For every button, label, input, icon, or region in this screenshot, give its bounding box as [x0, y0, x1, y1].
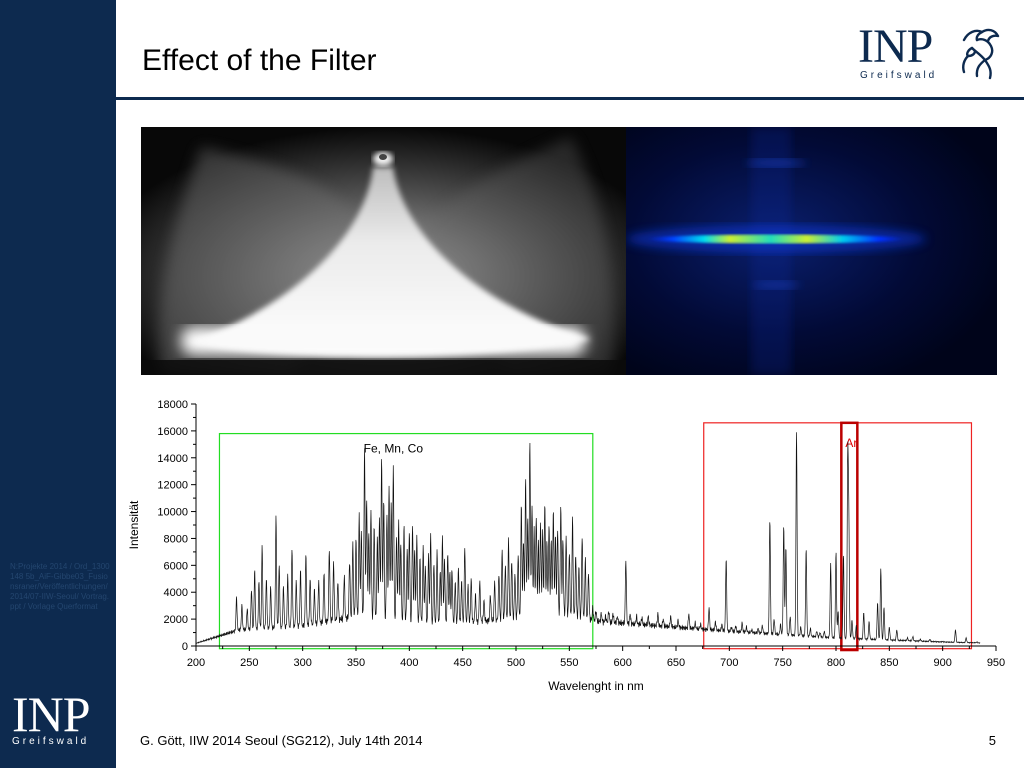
y-tick-label: 18000 [157, 399, 188, 411]
y-tick-label: 10000 [157, 507, 188, 519]
x-tick-label: 500 [507, 657, 525, 669]
y-axis-label: Intensität [127, 500, 141, 549]
x-tick-label: 900 [933, 657, 951, 669]
arc-photo [141, 127, 626, 375]
x-tick-label: 650 [667, 657, 685, 669]
sidebar: N:Projekte 2014 / Ord_1300148 5b_AiF-Gib… [0, 0, 116, 768]
x-tick-label: 750 [773, 657, 791, 669]
filtered-false-color-image [626, 127, 997, 375]
x-tick-label: 250 [240, 657, 258, 669]
x-tick-label: 950 [987, 657, 1005, 669]
annotation-box [703, 422, 973, 650]
y-tick-label: 0 [182, 641, 188, 653]
sidebar-inp-logo: INP Greifswald [12, 686, 108, 747]
header-logo-subtext: Greifswald [860, 70, 938, 81]
spectrum-chart: Fe, Mn, Co Ar 0 2000 4000 6000 8000 10000 12000… [120, 395, 1020, 705]
griffin-icon [962, 28, 1000, 80]
header-logo-text: INP [858, 20, 933, 73]
x-tick-label: 550 [560, 657, 578, 669]
y-tick-label: 4000 [164, 587, 188, 599]
x-tick-label: 800 [827, 657, 845, 669]
y-tick-label: 12000 [157, 480, 188, 492]
x-tick-label: 400 [400, 657, 418, 669]
x-tick-label: 600 [613, 657, 631, 669]
y-tick-label: 14000 [157, 453, 188, 465]
x-tick-label: 700 [720, 657, 738, 669]
header-inp-logo: INP Greifswald [858, 20, 1000, 84]
sidebar-logo-text: INP [12, 686, 91, 742]
filtered-image [626, 127, 997, 375]
x-tick-label: 200 [187, 657, 205, 669]
y-tick-label: 8000 [164, 533, 188, 545]
spectrum-line [195, 432, 981, 644]
x-tick-label: 300 [293, 657, 311, 669]
sidebar-logo-subtext: Greifswald [12, 736, 90, 747]
spectrum-chart-svg: Fe, Mn, Co Ar 0 2000 4000 6000 8000 10000 12000… [127, 399, 1005, 693]
x-tick-label: 850 [880, 657, 898, 669]
page-number: 5 [988, 733, 996, 748]
arc-photo-image [141, 127, 626, 375]
x-tick-label: 450 [453, 657, 471, 669]
annotation-label: Fe, Mn, Co [364, 441, 424, 455]
slide-title: Effect of the Filter [142, 44, 377, 77]
x-tick-label: 350 [347, 657, 365, 669]
title-divider [116, 97, 1024, 100]
file-path-note: N:Projekte 2014 / Ord_1300148 5b_AiF-Gib… [10, 562, 110, 611]
y-tick-label: 2000 [164, 614, 188, 626]
x-axis-label: Wavelenght in nm [548, 679, 644, 693]
y-tick-label: 6000 [164, 560, 188, 572]
annotation-box [840, 421, 859, 652]
footer-citation: G. Gött, IIW 2014 Seoul (SG212), July 14… [140, 733, 423, 748]
annotation-label: Ar [845, 436, 857, 450]
y-tick-label: 16000 [157, 426, 188, 438]
annotation-box [218, 432, 594, 650]
